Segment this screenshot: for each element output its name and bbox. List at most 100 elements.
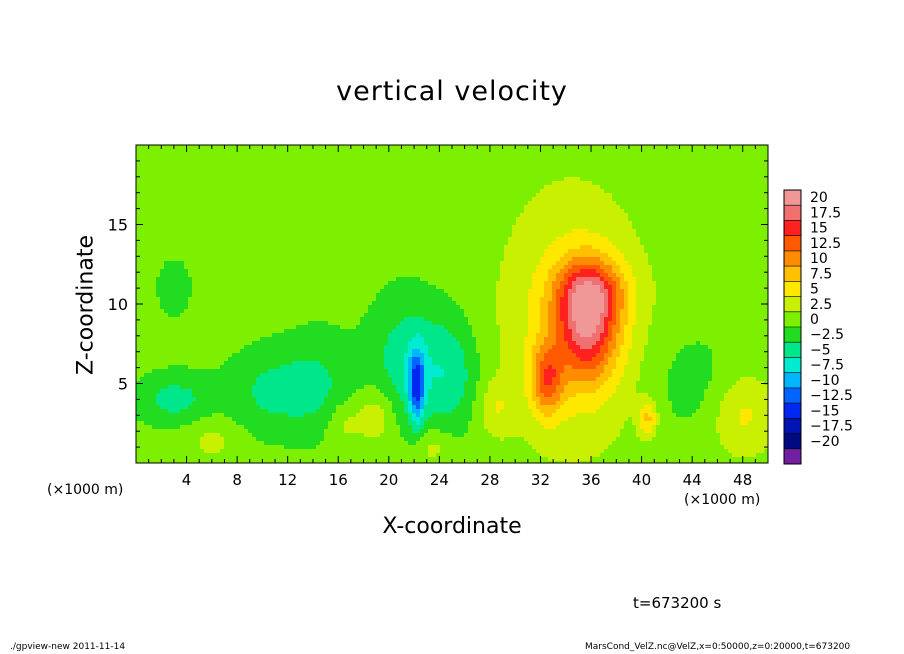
heatmap-cell — [460, 401, 472, 405]
heatmap-cell — [608, 321, 616, 325]
heatmap-cell — [720, 401, 768, 405]
heatmap-cell — [492, 377, 524, 381]
heatmap-cell — [412, 393, 420, 397]
heatmap-cell — [400, 425, 412, 429]
heatmap-cell — [600, 453, 732, 457]
heatmap-cell — [592, 245, 616, 249]
heatmap-cell — [496, 309, 528, 313]
heatmap-cell — [332, 381, 392, 385]
heatmap-cell — [260, 405, 320, 409]
heatmap-cell — [468, 369, 480, 373]
heatmap-cell — [144, 373, 260, 377]
heatmap-cell — [136, 393, 156, 397]
heatmap-cell — [600, 405, 644, 409]
heatmap-cell — [136, 269, 160, 273]
heatmap-cell — [568, 317, 572, 321]
heatmap-cell — [728, 389, 768, 393]
heatmap-cell — [656, 405, 672, 409]
heatmap-cell — [572, 273, 600, 277]
heatmap-cell — [372, 301, 456, 305]
heatmap-cell — [660, 413, 676, 417]
heatmap-cell — [560, 397, 568, 401]
heatmap-cell — [700, 401, 720, 405]
heatmap-cell — [408, 341, 424, 345]
heatmap-cell — [528, 405, 536, 409]
heatmap-cell — [252, 433, 324, 437]
heatmap-cell — [556, 341, 568, 345]
heatmap-cell — [560, 305, 568, 309]
heatmap-cell — [548, 305, 556, 309]
heatmap-cell — [556, 293, 564, 297]
heatmap-cell — [528, 305, 540, 309]
heatmap-cell — [408, 373, 412, 377]
heatmap-cell — [648, 333, 768, 337]
heatmap-cell — [536, 193, 612, 197]
colorbar-label: 5 — [810, 282, 819, 298]
heatmap-cell — [636, 425, 640, 429]
heatmap-cell — [608, 305, 612, 309]
heatmap-cell — [504, 257, 540, 261]
heatmap-cell — [548, 309, 556, 313]
heatmap-cell — [324, 401, 344, 405]
heatmap-cell — [432, 361, 464, 365]
heatmap-cell — [532, 273, 548, 277]
heatmap-cell — [496, 409, 500, 413]
heatmap-cell — [636, 301, 656, 305]
heatmap-cell — [616, 261, 628, 265]
heatmap-cell — [708, 381, 736, 385]
heatmap-cell — [628, 217, 768, 221]
heatmap-cell — [400, 433, 424, 437]
heatmap-cell — [136, 461, 564, 463]
heatmap-cell — [628, 309, 636, 313]
heatmap-cell — [404, 357, 408, 361]
heatmap-cell — [636, 385, 668, 389]
heatmap-cell — [136, 229, 512, 233]
heatmap-cell — [524, 373, 532, 377]
heatmap-cell — [464, 433, 492, 437]
heatmap-cell — [524, 385, 532, 389]
heatmap-cell — [480, 357, 500, 361]
heatmap-cell — [256, 377, 332, 381]
heatmap-cell — [136, 413, 212, 417]
heatmap-cell — [160, 305, 188, 309]
heatmap-cell — [560, 377, 596, 381]
heatmap-cell — [464, 393, 476, 397]
heatmap-cell — [524, 365, 532, 369]
heatmap-cell — [416, 441, 528, 445]
heatmap-cell — [360, 317, 404, 321]
heatmap-cell — [568, 325, 576, 329]
heatmap-cell — [536, 265, 552, 269]
heatmap-cell — [620, 345, 632, 349]
heatmap-cell — [512, 233, 564, 237]
heatmap-cell — [608, 349, 612, 353]
heatmap-cell — [616, 293, 624, 297]
heatmap-cell — [596, 409, 640, 413]
heatmap-cell — [424, 337, 456, 341]
heatmap-cell — [540, 321, 548, 325]
heatmap-cell — [480, 353, 500, 357]
heatmap-cell — [756, 453, 768, 457]
heatmap-cell — [572, 337, 600, 341]
heatmap-cell — [184, 265, 500, 269]
heatmap-cell — [648, 261, 768, 265]
heatmap-cell — [412, 349, 420, 353]
heatmap-cell — [416, 397, 420, 401]
heatmap-cell — [604, 325, 608, 329]
heatmap-cell — [136, 397, 156, 401]
heatmap-cell — [404, 405, 408, 409]
heatmap-cell — [612, 329, 620, 333]
heatmap-cell — [292, 361, 320, 365]
heatmap-cell — [272, 333, 388, 337]
heatmap-cell — [136, 185, 544, 189]
heatmap-cell — [524, 209, 624, 213]
heatmap-cell — [264, 441, 320, 445]
heatmap-cell — [404, 353, 412, 357]
heatmap-cell — [608, 341, 616, 345]
heatmap-cell — [344, 429, 384, 433]
heatmap-cell — [644, 357, 676, 361]
heatmap-cell — [624, 253, 648, 257]
heatmap-cell — [544, 377, 552, 381]
heatmap-cell — [528, 325, 540, 329]
heatmap-cell — [408, 365, 412, 369]
heatmap-cell — [656, 413, 660, 417]
